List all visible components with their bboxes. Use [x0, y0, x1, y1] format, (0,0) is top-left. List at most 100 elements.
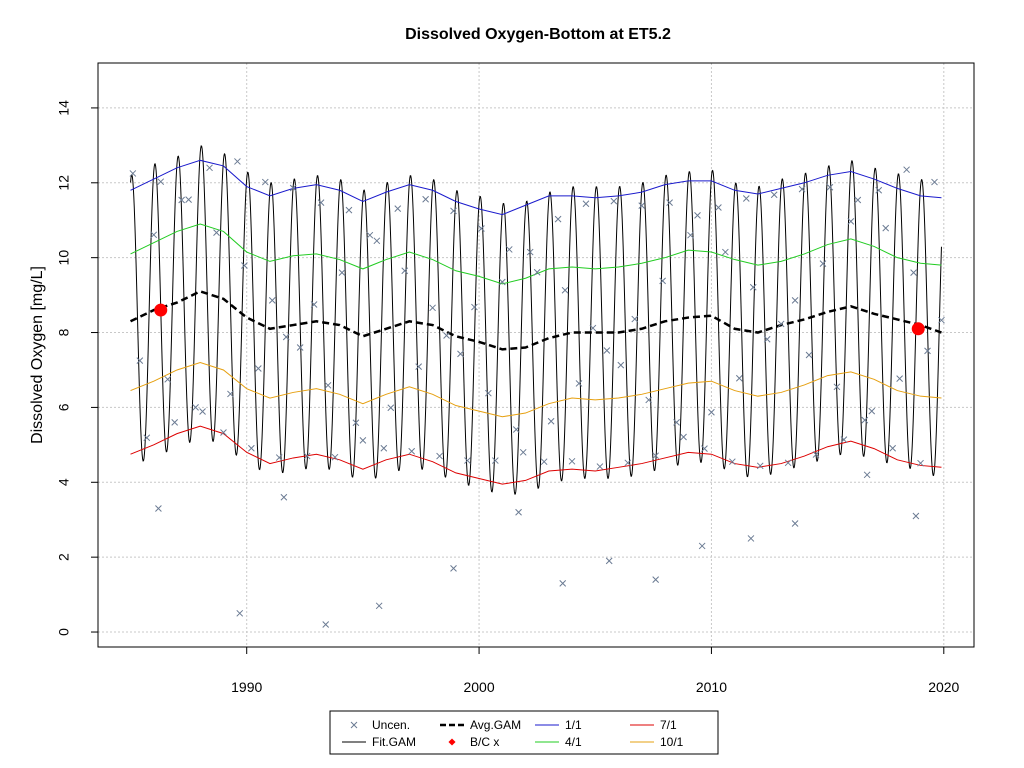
series-line-7-1 — [130, 425, 942, 485]
observation-marker — [559, 580, 567, 587]
y-tick-label: 12 — [56, 175, 72, 191]
observation-marker — [826, 183, 834, 191]
observation-marker — [582, 200, 590, 208]
observation-marker — [910, 269, 917, 276]
observation-marker — [498, 278, 506, 286]
observation-marker — [436, 452, 443, 460]
observation-marker — [554, 215, 562, 223]
observation-marker — [698, 542, 706, 550]
observation-marker — [457, 350, 464, 358]
observation-marker — [610, 197, 618, 205]
observation-marker — [185, 196, 192, 203]
observation-marker — [401, 267, 409, 275]
observation-marker — [491, 457, 499, 464]
legend-label: Fit.GAM — [372, 735, 416, 749]
bc-point — [154, 303, 168, 317]
observation-marker — [415, 363, 423, 370]
y-tick-label: 2 — [56, 553, 72, 561]
observation-marker — [155, 505, 162, 512]
observation-marker — [673, 419, 680, 426]
observation-marker — [812, 451, 820, 458]
observation-marker — [213, 229, 220, 236]
observation-marker — [296, 344, 304, 351]
observation-marker — [722, 248, 729, 256]
legend-box — [329, 710, 719, 755]
observation-marker — [645, 396, 653, 404]
observation-marker — [324, 381, 332, 389]
observation-marker — [680, 433, 687, 441]
observation-marker — [687, 231, 694, 239]
plot-frame — [97, 62, 975, 648]
observation-marker — [380, 444, 388, 452]
observation-marker — [282, 333, 290, 341]
observation-marker — [220, 429, 227, 436]
y-tick-label: 0 — [56, 628, 72, 636]
observation-marker — [275, 454, 283, 461]
observation-marker — [394, 205, 402, 212]
legend: Uncen. Fit.GAM Avg.GAM B/C x 1/1 4/1 7/1 10/1 — [329, 710, 719, 755]
y-tick-label: 4 — [56, 478, 72, 486]
observation-marker — [280, 493, 288, 501]
observation-marker — [666, 199, 673, 206]
y-tick-label: 14 — [56, 100, 72, 116]
y-axis-label: Dissolved Oxygen [mg/L] — [29, 266, 46, 444]
observation-marker — [129, 170, 137, 177]
observation-marker — [450, 207, 457, 215]
legend-label: 10/1 — [660, 735, 684, 749]
observation-marker — [568, 457, 576, 465]
observation-marker — [429, 304, 436, 312]
avg-gam-line — [129, 290, 942, 351]
observation-marker — [715, 204, 722, 211]
observation-marker — [540, 458, 548, 466]
observation-marker — [875, 186, 883, 194]
observation-marker — [924, 347, 931, 355]
observation-marker — [505, 246, 513, 253]
observation-marker — [317, 199, 325, 206]
x-tick-label: 2000 — [463, 679, 494, 695]
observation-marker — [575, 380, 583, 387]
observation-marker — [659, 277, 666, 285]
observation-marker — [199, 408, 206, 415]
observation-marker — [303, 452, 311, 460]
observation-marker — [366, 231, 374, 239]
observation-marker — [375, 602, 383, 610]
observation-marker — [805, 351, 813, 359]
observation-marker — [617, 361, 625, 369]
observation-marker — [770, 191, 778, 199]
observation-marker — [756, 462, 764, 470]
observation-marker — [322, 621, 330, 628]
x-tick-label: 2010 — [696, 679, 727, 695]
observation-marker — [749, 283, 757, 291]
observation-marker — [533, 268, 541, 276]
observation-marker — [254, 365, 262, 372]
observation-marker — [912, 512, 920, 520]
legend-label: 1/1 — [565, 718, 582, 732]
observation-marker — [345, 206, 353, 214]
observation-marker — [206, 164, 213, 172]
observation-marker — [589, 324, 597, 332]
observation-marker — [248, 444, 255, 452]
observation-marker — [408, 447, 416, 455]
fit-gam-line — [130, 145, 942, 495]
observation-marker — [742, 195, 750, 202]
observation-marker — [512, 426, 520, 433]
observation-marker — [896, 375, 903, 382]
series-line-4-1 — [130, 223, 942, 285]
y-tick-label: 10 — [56, 250, 72, 266]
observation-marker — [917, 459, 924, 467]
observation-marker — [840, 436, 848, 443]
observation-marker — [485, 389, 492, 397]
observation-marker — [889, 444, 897, 452]
observation-marker — [422, 195, 429, 203]
observation-marker — [526, 248, 534, 256]
observation-marker — [791, 520, 799, 527]
chart-title: Dissolved Oxygen-Bottom at ET5.2 — [405, 26, 671, 43]
y-tick-label: 8 — [56, 328, 72, 336]
observation-marker — [352, 419, 360, 427]
observation-marker — [652, 452, 660, 460]
legend-label: 7/1 — [660, 718, 677, 732]
observation-marker — [289, 184, 297, 192]
observation-marker — [450, 565, 457, 572]
observation-marker — [694, 212, 701, 219]
